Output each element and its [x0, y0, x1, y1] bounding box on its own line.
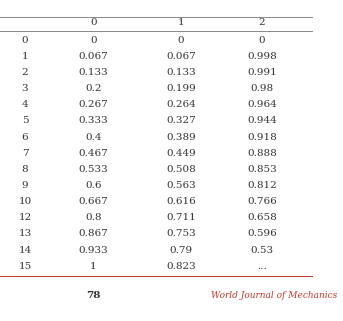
Text: 2: 2: [259, 18, 265, 27]
Text: 5: 5: [22, 117, 28, 126]
Text: 0: 0: [90, 18, 97, 27]
Text: 0.918: 0.918: [247, 133, 277, 142]
Text: 0.964: 0.964: [247, 100, 277, 109]
Text: 0.823: 0.823: [166, 262, 196, 271]
Text: 9: 9: [22, 181, 28, 190]
Text: 0.6: 0.6: [85, 181, 102, 190]
Text: 1: 1: [22, 52, 28, 61]
Text: 0.753: 0.753: [166, 230, 196, 239]
Text: 0.264: 0.264: [166, 100, 196, 109]
Text: 0: 0: [90, 36, 97, 45]
Text: 0.449: 0.449: [166, 149, 196, 158]
Text: 0.8: 0.8: [85, 213, 102, 222]
Text: 12: 12: [18, 213, 32, 222]
Text: 0.4: 0.4: [85, 133, 102, 142]
Text: 13: 13: [18, 230, 32, 239]
Text: 0.867: 0.867: [79, 230, 108, 239]
Text: 0.199: 0.199: [166, 84, 196, 93]
Text: 10: 10: [18, 197, 32, 206]
Text: 0.812: 0.812: [247, 181, 277, 190]
Text: 4: 4: [22, 100, 28, 109]
Text: 0.944: 0.944: [247, 117, 277, 126]
Text: 14: 14: [18, 246, 32, 255]
Text: 0.563: 0.563: [166, 181, 196, 190]
Text: 0.596: 0.596: [247, 230, 277, 239]
Text: 7: 7: [22, 149, 28, 158]
Text: 6: 6: [22, 133, 28, 142]
Text: 8: 8: [22, 165, 28, 174]
Text: 0.658: 0.658: [247, 213, 277, 222]
Text: 0.991: 0.991: [247, 68, 277, 77]
Text: 0.067: 0.067: [166, 52, 196, 61]
Text: 0: 0: [178, 36, 184, 45]
Text: 1: 1: [178, 18, 184, 27]
Text: 0.711: 0.711: [166, 213, 196, 222]
Text: 0.933: 0.933: [79, 246, 108, 255]
Text: 0.2: 0.2: [85, 84, 102, 93]
Text: 0.998: 0.998: [247, 52, 277, 61]
Text: 78: 78: [86, 291, 101, 300]
Text: 0.888: 0.888: [247, 149, 277, 158]
Text: 0.853: 0.853: [247, 165, 277, 174]
Text: 0.389: 0.389: [166, 133, 196, 142]
Text: 3: 3: [22, 84, 28, 93]
Text: ...: ...: [257, 262, 267, 271]
Text: 0.133: 0.133: [166, 68, 196, 77]
Text: 0.508: 0.508: [166, 165, 196, 174]
Text: 1: 1: [90, 262, 97, 271]
Text: 0.79: 0.79: [169, 246, 192, 255]
Text: 0.533: 0.533: [79, 165, 108, 174]
Text: 0.327: 0.327: [166, 117, 196, 126]
Text: 0.133: 0.133: [79, 68, 108, 77]
Text: 15: 15: [18, 262, 32, 271]
Text: 0.333: 0.333: [79, 117, 108, 126]
Text: 0.766: 0.766: [247, 197, 277, 206]
Text: 0.53: 0.53: [250, 246, 273, 255]
Text: 0.616: 0.616: [166, 197, 196, 206]
Text: 0.467: 0.467: [79, 149, 108, 158]
Text: World Journal of Mechanics: World Journal of Mechanics: [211, 291, 338, 300]
Text: 0: 0: [22, 36, 28, 45]
Text: 0.067: 0.067: [79, 52, 108, 61]
Text: 2: 2: [22, 68, 28, 77]
Text: 0.98: 0.98: [250, 84, 273, 93]
Text: 0: 0: [259, 36, 265, 45]
Text: 0.267: 0.267: [79, 100, 108, 109]
Text: 0.667: 0.667: [79, 197, 108, 206]
